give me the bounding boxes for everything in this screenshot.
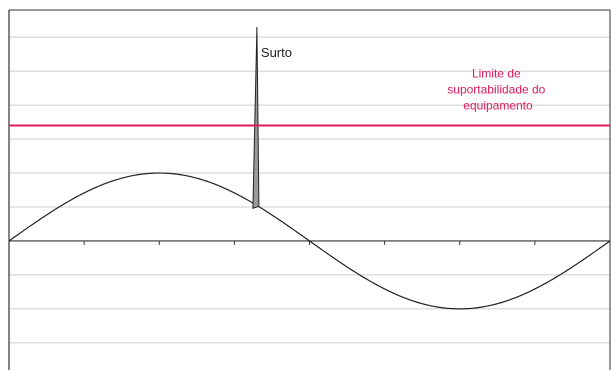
axes <box>8 9 611 370</box>
limit-label: Limite de suportabilidade do equipamento <box>447 66 548 112</box>
gridlines <box>9 36 610 344</box>
series <box>8 26 611 310</box>
limit-label-line-2: suportabilidade do <box>447 82 545 96</box>
limit-label-line-1: Limite de <box>472 66 521 80</box>
annotations: Surto Limite de suportabilidade do equip… <box>261 45 548 112</box>
limit-label-line-3: equipamento <box>463 98 533 112</box>
sine-wave-line <box>8 172 611 310</box>
surge-label: Surto <box>261 45 292 60</box>
surge-spike <box>252 26 260 210</box>
